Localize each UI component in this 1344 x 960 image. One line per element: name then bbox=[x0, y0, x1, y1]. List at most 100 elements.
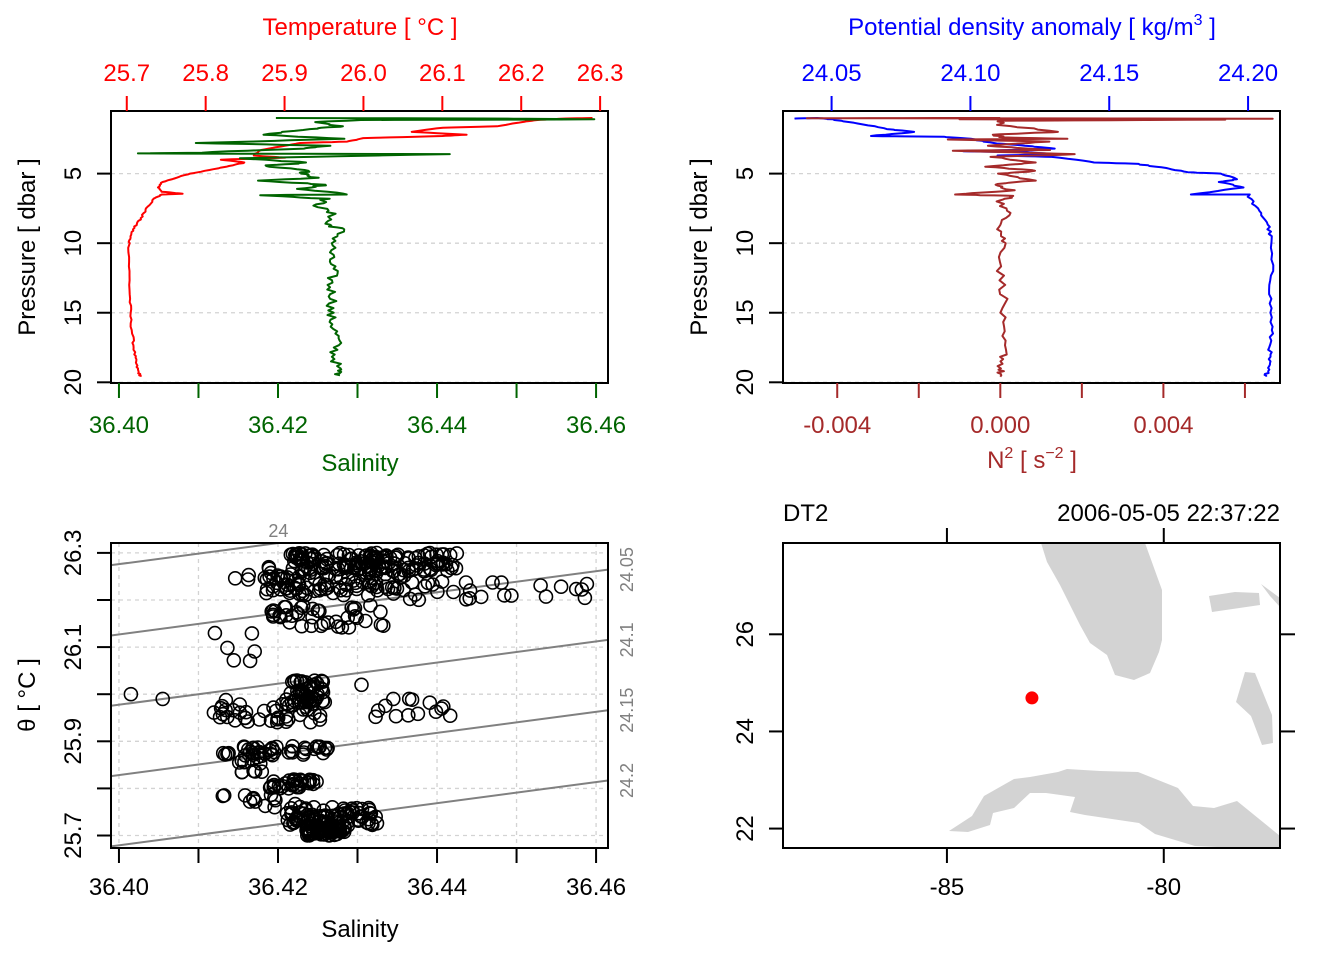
ts-point bbox=[553, 579, 569, 595]
temperature-axis: 25.7 25.8 25.9 26.0 26.1 26.2 26.3 bbox=[103, 60, 623, 111]
series-line-salinity bbox=[136, 117, 596, 377]
ts-point bbox=[328, 569, 343, 585]
ts-point bbox=[329, 821, 345, 837]
ts-point bbox=[445, 557, 460, 573]
ts-point bbox=[292, 707, 308, 723]
ts-point bbox=[236, 739, 252, 755]
bottom-tick-label: 36.40 bbox=[89, 412, 149, 439]
y-tick-label: 15 bbox=[60, 299, 87, 326]
x-tick-label: 36.40 bbox=[89, 874, 149, 901]
ts-point bbox=[368, 709, 383, 725]
ts-profile-panel: 25.7 25.8 25.9 26.0 26.1 26.2 26.3 36.40 36.42 3… bbox=[14, 14, 626, 477]
ts-point bbox=[408, 558, 424, 573]
map-frame bbox=[782, 542, 1281, 849]
ts-point bbox=[316, 616, 332, 632]
x-tick-label: 36.46 bbox=[566, 874, 626, 901]
ts-point bbox=[339, 582, 354, 598]
top-tick-label: 25.7 bbox=[103, 60, 150, 87]
isopycnal-label: 24.1 bbox=[617, 622, 637, 657]
ts-point bbox=[281, 745, 297, 760]
land-bahamas-island bbox=[1236, 672, 1273, 745]
pressure-axis-title: Pressure [ dbar ] bbox=[14, 158, 41, 335]
ts-point bbox=[252, 756, 268, 771]
ts-point bbox=[404, 575, 420, 590]
pressure-axis-title: Pressure [ dbar ] bbox=[686, 158, 713, 335]
lon-tick-label: -85 bbox=[930, 874, 965, 901]
station-map-panel: -85 -80 22 24 26 DT2 2006-05-05 22:37:22 bbox=[732, 500, 1295, 901]
ts-point bbox=[303, 714, 318, 730]
ts-point bbox=[400, 550, 416, 565]
ts-point bbox=[231, 755, 247, 770]
pressure-gridlines bbox=[783, 172, 1280, 383]
station-marker bbox=[1025, 691, 1039, 705]
ts-point bbox=[283, 743, 299, 759]
ts-point bbox=[346, 560, 362, 576]
series-line-potential-density-anomaly bbox=[794, 117, 1275, 377]
ts-point bbox=[257, 798, 273, 814]
ts-point bbox=[313, 618, 329, 634]
ts-point bbox=[287, 814, 302, 830]
ts-point bbox=[401, 691, 417, 707]
density-axis-title: Potential density anomaly [ kg/m3 ] bbox=[848, 12, 1216, 41]
pressure-axis: 5 10 15 20 bbox=[60, 167, 111, 396]
ts-point bbox=[496, 588, 512, 603]
ts-point bbox=[369, 815, 385, 831]
isopycnal-label: 24 bbox=[268, 521, 288, 541]
ts-point bbox=[280, 570, 295, 585]
ts-point bbox=[215, 788, 231, 804]
ts-point bbox=[319, 742, 334, 757]
isopycnal-labels: 24 24.05 24.1 24.15 24.2 bbox=[268, 521, 637, 798]
isopycnal-line bbox=[111, 543, 286, 567]
ts-point bbox=[293, 776, 308, 792]
n2-axis-title: N2 [ s−2 ] bbox=[987, 445, 1077, 474]
ts-point bbox=[284, 674, 300, 690]
top-tick-label: 24.10 bbox=[940, 60, 1000, 87]
y-tick-label: 26.1 bbox=[60, 624, 87, 671]
ts-point bbox=[226, 652, 242, 668]
ts-point bbox=[504, 588, 519, 603]
ts-point bbox=[303, 562, 319, 577]
density-axis: 24.05 24.10 24.15 24.20 bbox=[802, 60, 1278, 111]
ts-point bbox=[349, 578, 364, 594]
isopycnal-label: 24.2 bbox=[617, 763, 637, 798]
ts-point bbox=[390, 547, 406, 563]
top-tick-label: 26.1 bbox=[419, 60, 466, 87]
ts-point bbox=[304, 556, 320, 572]
ts-point bbox=[363, 598, 378, 613]
ts-point bbox=[422, 695, 438, 711]
ts-point bbox=[577, 590, 593, 606]
theta-axis-title: θ [ °C ] bbox=[14, 658, 41, 732]
ts-point bbox=[270, 710, 286, 726]
ts-point bbox=[351, 805, 367, 821]
ts-point bbox=[458, 575, 474, 590]
ts-point bbox=[307, 571, 323, 587]
y-tick-label: 25.9 bbox=[60, 718, 87, 765]
ts-point bbox=[341, 547, 357, 563]
ts-point bbox=[359, 815, 374, 830]
ts-point bbox=[241, 567, 256, 583]
ts-point bbox=[240, 714, 255, 729]
y-tick-label: 5 bbox=[732, 167, 759, 180]
y-tick-label: 20 bbox=[732, 369, 759, 396]
ts-point bbox=[324, 799, 340, 815]
ts-point bbox=[364, 570, 379, 586]
profile-lines bbox=[794, 117, 1275, 378]
ts-point bbox=[284, 806, 299, 822]
ts-point bbox=[155, 691, 170, 707]
ts-point bbox=[305, 822, 321, 838]
station-name: DT2 bbox=[783, 500, 828, 527]
ts-point bbox=[307, 583, 322, 599]
temperature-axis-title: Temperature [ °C ] bbox=[263, 14, 458, 41]
land-bahamas-island bbox=[1209, 592, 1260, 612]
ts-point bbox=[579, 576, 595, 592]
ts-point bbox=[473, 589, 489, 605]
ts-point bbox=[293, 772, 308, 788]
ts-point bbox=[448, 560, 464, 576]
ts-point bbox=[264, 740, 280, 756]
pressure-gridlines bbox=[111, 172, 608, 383]
ts-point bbox=[386, 563, 402, 579]
ts-point bbox=[417, 578, 433, 594]
bottom-tick-label: 0.004 bbox=[1133, 412, 1193, 439]
